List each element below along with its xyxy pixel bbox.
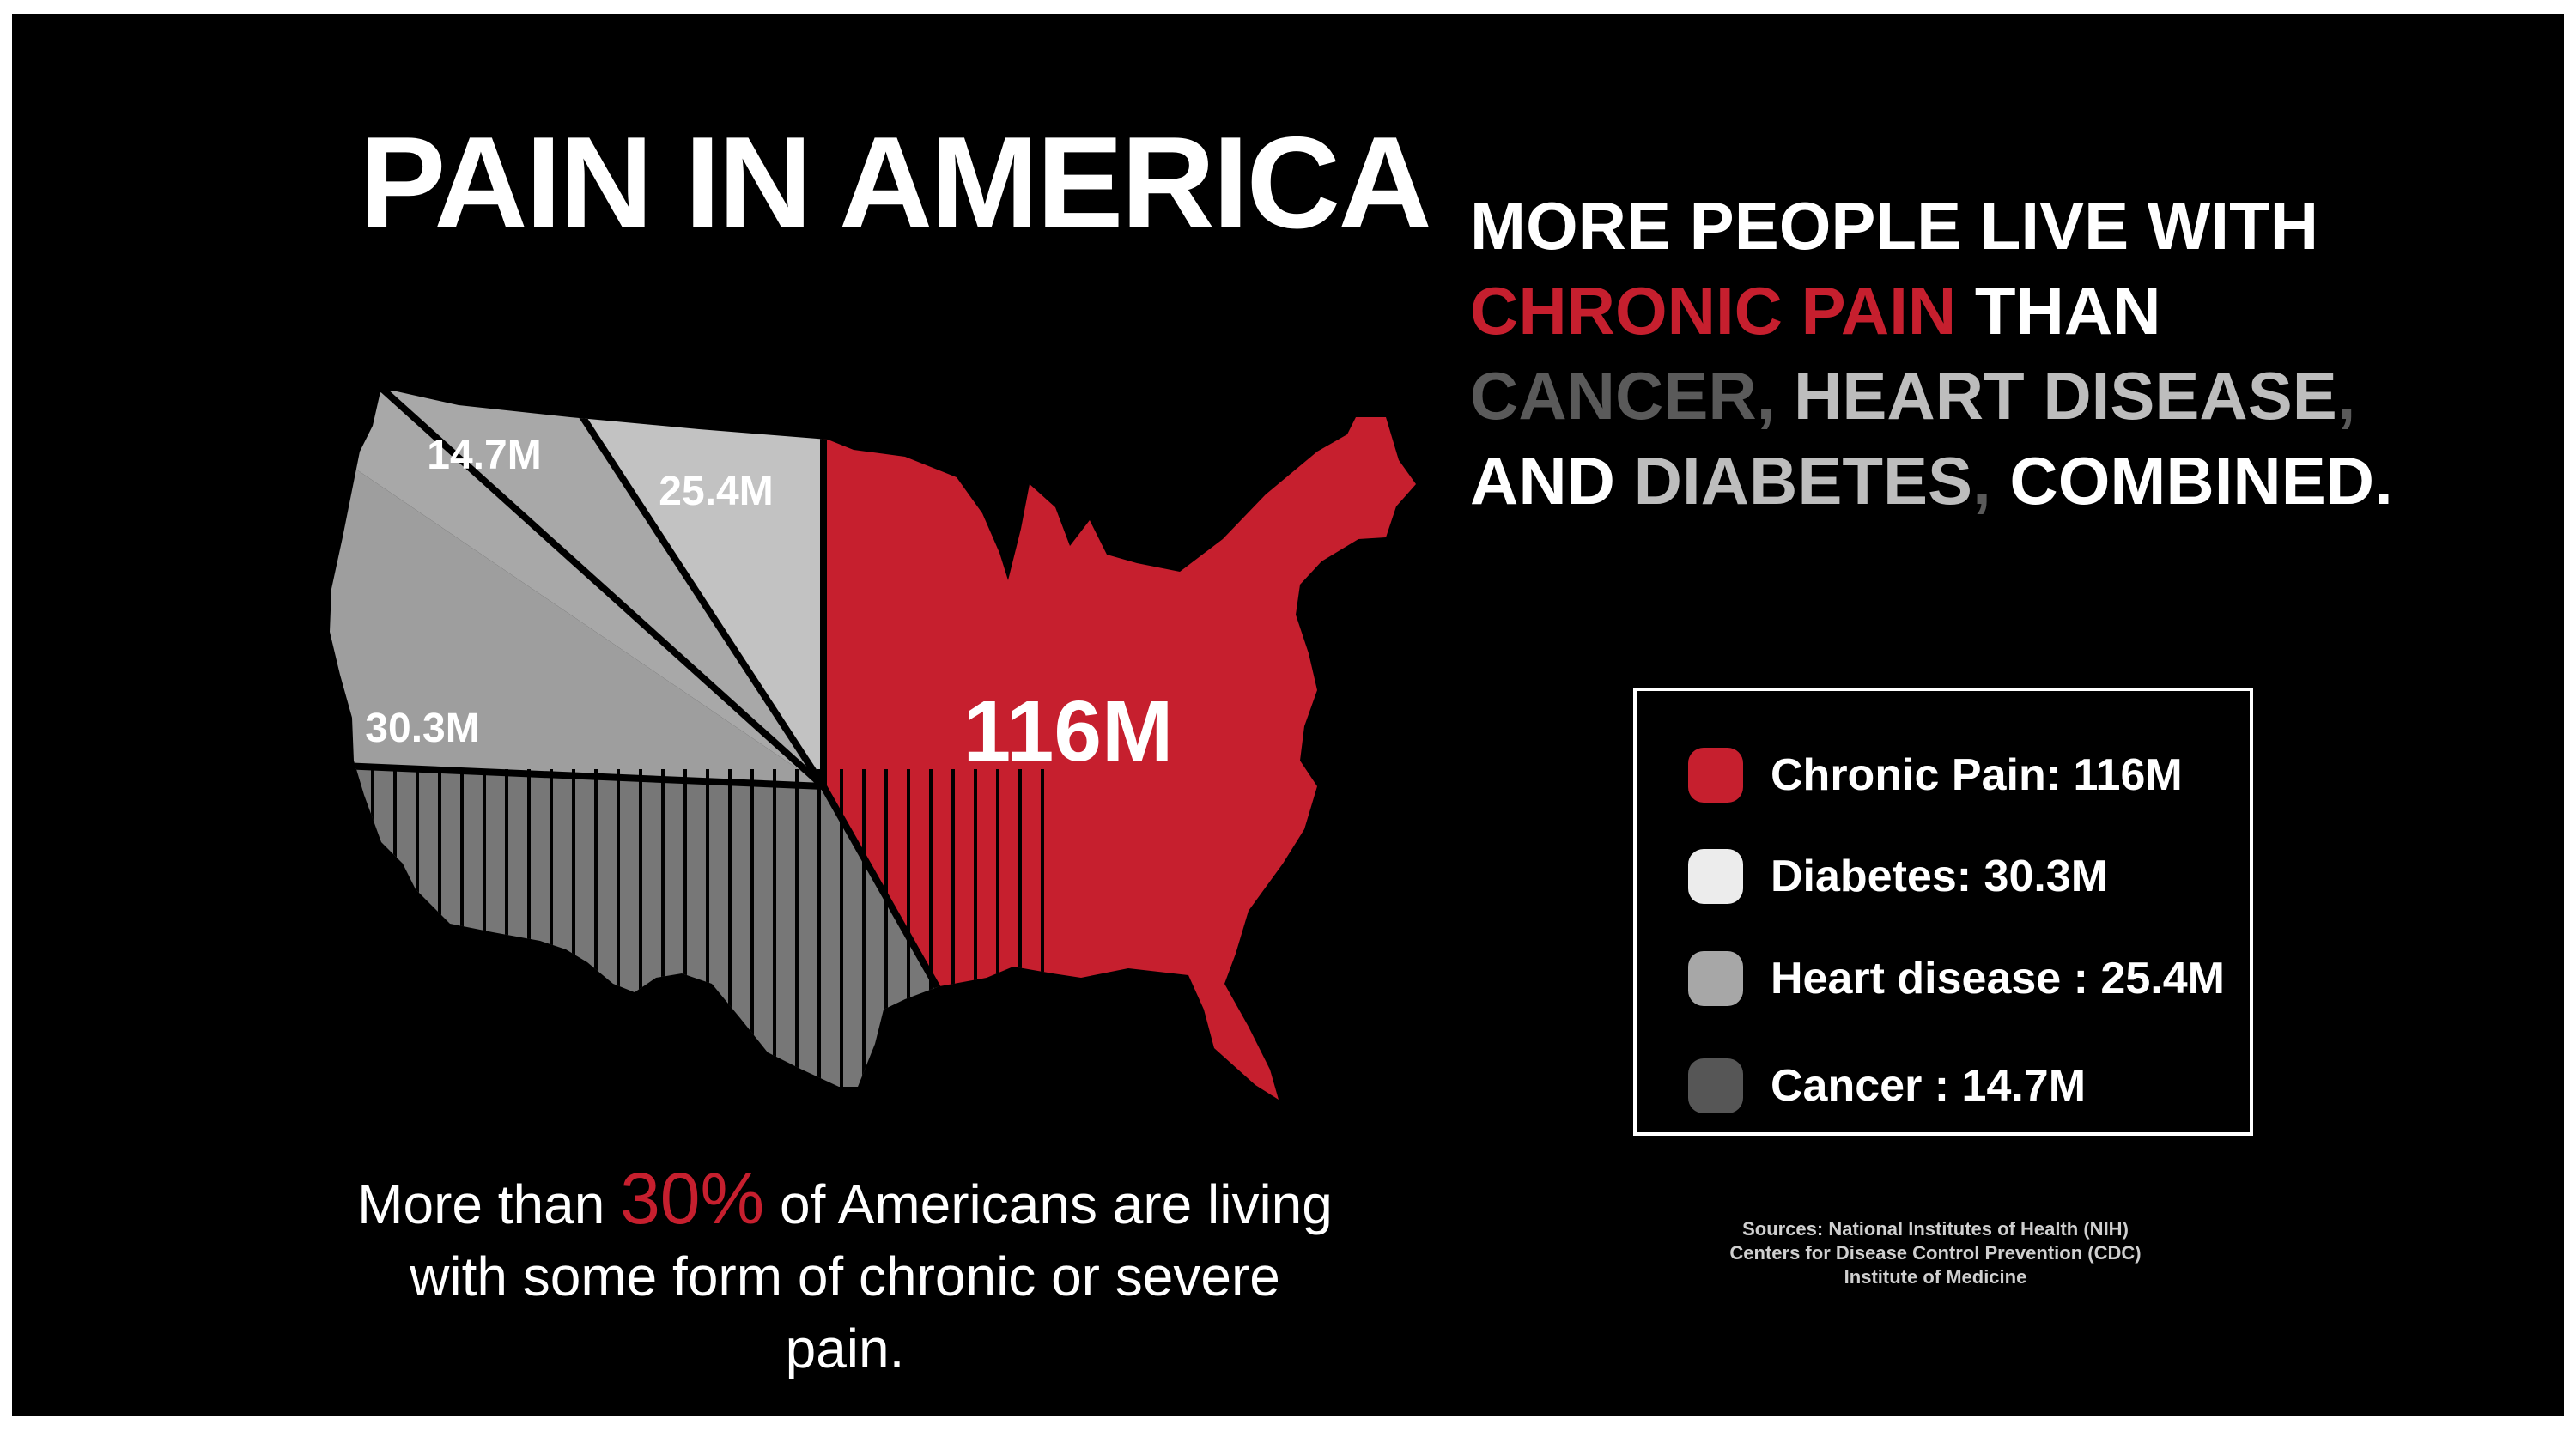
source-line: Institute of Medicine bbox=[1844, 1266, 2027, 1288]
source-line: Centers for Disease Control Prevention (… bbox=[1729, 1242, 2142, 1264]
legend-label: Heart disease : 25.4M bbox=[1771, 954, 2225, 1004]
headline-combined: COMBINED. bbox=[1990, 443, 2393, 518]
legend-item-diabetes: Diabetes: 30.3M bbox=[1688, 846, 2108, 907]
infographic-frame: PAIN IN AMERICA 116M 30.3M 25.4M 14. bbox=[12, 14, 2564, 1416]
legend-swatch-diabetes bbox=[1688, 849, 1743, 904]
headline-diabetes: DIABETES bbox=[1633, 443, 1973, 518]
legend-swatch-heart-disease bbox=[1688, 951, 1743, 1006]
bottom-text-percent: 30% bbox=[620, 1158, 765, 1239]
headline-comma: , bbox=[2336, 358, 2356, 434]
segment-large-gray bbox=[330, 460, 823, 786]
headline-comma: , bbox=[1756, 358, 1776, 434]
headline: MORE PEOPLE LIVE WITH CHRONIC PAIN THAN … bbox=[1470, 184, 2393, 524]
headline-and: AND bbox=[1470, 443, 1634, 518]
bottom-text-before: More than bbox=[357, 1173, 621, 1235]
segment-chronic-pain bbox=[823, 388, 1416, 1100]
headline-line-2: CHRONIC PAIN THAN bbox=[1470, 269, 2393, 354]
headline-line-4: AND DIABETES, COMBINED. bbox=[1470, 439, 2393, 524]
headline-than: THAN bbox=[1956, 273, 2161, 349]
page-title: PAIN IN AMERICA bbox=[359, 110, 1432, 256]
headline-text: MORE PEOPLE LIVE WITH bbox=[1470, 188, 2319, 264]
headline-line-1: MORE PEOPLE LIVE WITH bbox=[1470, 184, 2393, 269]
headline-line-3: CANCER, HEART DISEASE, bbox=[1470, 354, 2393, 439]
legend-label: Diabetes: 30.3M bbox=[1771, 852, 2109, 901]
map-label-heart-disease: 25.4M bbox=[659, 469, 773, 514]
legend-swatch-cancer bbox=[1688, 1058, 1743, 1113]
segment-mid-gray-wedge bbox=[343, 391, 823, 786]
us-map-chart: 116M 30.3M 25.4M 14.7M bbox=[330, 388, 1416, 1100]
source-line: Sources: National Institutes of Health (… bbox=[1742, 1218, 2129, 1240]
headline-chronic-pain: CHRONIC PAIN bbox=[1470, 273, 1957, 349]
legend-item-chronic-pain: Chronic Pain: 116M bbox=[1688, 745, 2183, 805]
legend-item-heart-disease: Heart disease : 25.4M bbox=[1688, 949, 2225, 1009]
legend-swatch-chronic-pain bbox=[1688, 748, 1743, 803]
headline-comma: , bbox=[1972, 443, 1991, 518]
sources: Sources: National Institutes of Health (… bbox=[1669, 1217, 2202, 1289]
legend-item-cancer: Cancer : 14.7M bbox=[1688, 1056, 2086, 1116]
bottom-statement: More than 30% of Americans are living wi… bbox=[347, 1162, 1343, 1385]
map-label-cancer: 14.7M bbox=[427, 433, 541, 478]
map-label-chronic-pain: 116M bbox=[963, 683, 1174, 779]
legend-box: Chronic Pain: 116M Diabetes: 30.3M Heart… bbox=[1633, 688, 2253, 1136]
headline-heart-disease: HEART DISEASE bbox=[1775, 358, 2337, 434]
legend-label: Cancer : 14.7M bbox=[1771, 1061, 2087, 1111]
headline-cancer: CANCER bbox=[1470, 358, 1757, 434]
map-label-diabetes: 30.3M bbox=[365, 706, 479, 751]
bottom-text-after: of Americans are living with some form o… bbox=[410, 1173, 1333, 1379]
legend-label: Chronic Pain: 116M bbox=[1771, 750, 2183, 800]
